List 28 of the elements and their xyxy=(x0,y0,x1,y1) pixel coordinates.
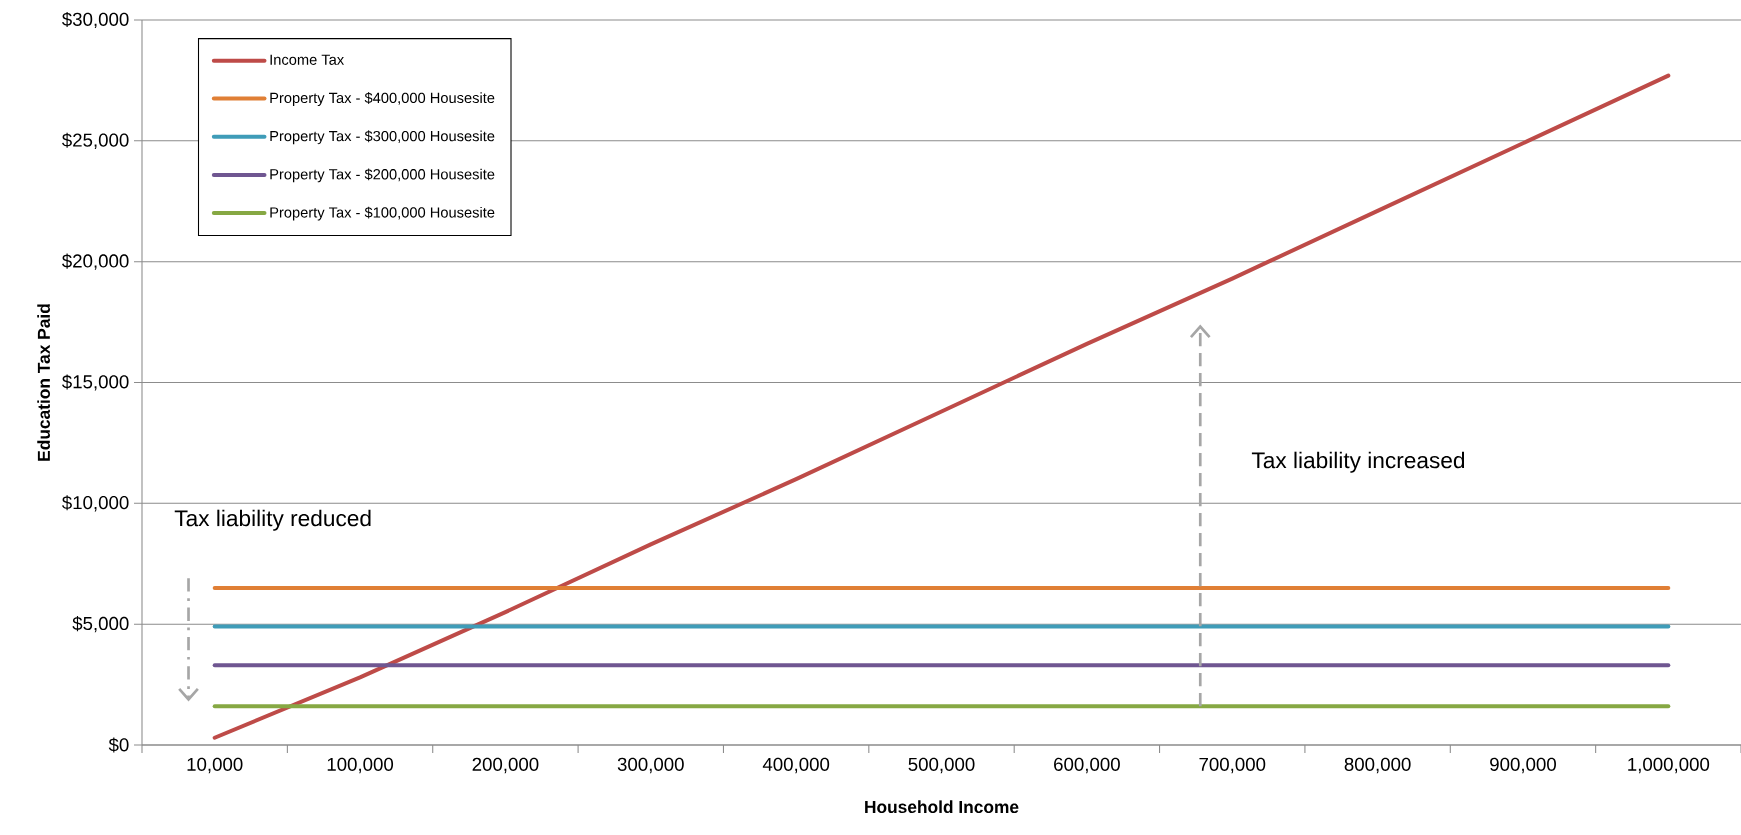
y-tick-label: $0 xyxy=(108,737,129,753)
annotation: Tax liability increased xyxy=(1251,451,1465,473)
legend-label: Property Tax - $200,000 Housesite xyxy=(270,168,495,183)
line-series xyxy=(212,73,1671,740)
y-tick-label: $20,000 xyxy=(62,253,129,270)
x-tick-label: 700,000 xyxy=(1199,757,1266,774)
y-tick-label: $30,000 xyxy=(62,11,129,29)
x-tick-label: 300,000 xyxy=(617,757,684,774)
legend-label: Property Tax - $100,000 Housesite xyxy=(270,206,495,221)
annotation: Tax liability reduced xyxy=(174,509,371,531)
x-tick-label: 800,000 xyxy=(1344,757,1411,774)
x-axis-title: Household Income xyxy=(865,800,1019,814)
x-tick-label: 200,000 xyxy=(472,757,539,774)
x-tick-label: 900,000 xyxy=(1490,757,1556,774)
legend-label: Property Tax - $400,000 Housesite xyxy=(270,92,495,106)
y-tick-label: $25,000 xyxy=(62,132,129,149)
x-tick-label: 600,000 xyxy=(1054,757,1120,774)
x-tick-label: 1,000,000 xyxy=(1628,757,1710,774)
x-tick-label: 10,000 xyxy=(187,757,243,774)
y-axis-title: Education Tax Paid xyxy=(37,304,50,461)
x-tick-label: 100,000 xyxy=(327,757,394,774)
y-tick-label: $5,000 xyxy=(72,616,129,633)
y-tick-label: $10,000 xyxy=(62,495,129,512)
legend-label: Property Tax - $300,000 Housesite xyxy=(270,130,495,145)
x-tick-label: 500,000 xyxy=(908,757,975,774)
x-tick-label: 400,000 xyxy=(762,757,830,774)
legend-label: Income Tax xyxy=(270,54,344,65)
y-tick-label: $15,000 xyxy=(62,374,129,391)
